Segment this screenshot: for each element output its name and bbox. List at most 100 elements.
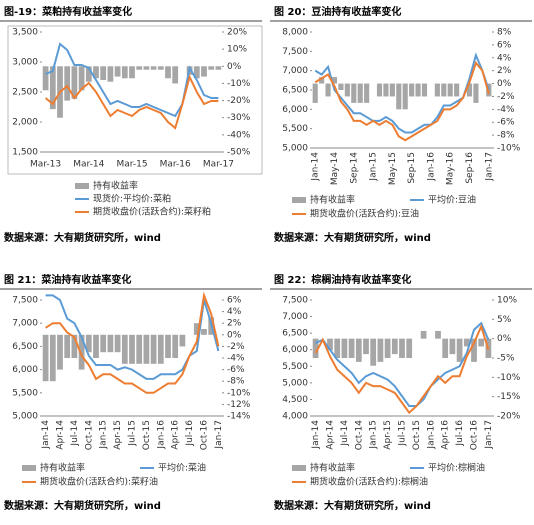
x-tick-label: May-16: [446, 152, 456, 185]
bar: [312, 83, 318, 103]
y-tick-label: 3,000: [12, 58, 38, 68]
bar: [364, 83, 370, 103]
y2-tick-label: -30%: [227, 113, 251, 123]
y2-tick-label: -2%: [227, 342, 245, 352]
bar: [150, 334, 157, 364]
x-tick-label: Jan-16: [426, 420, 436, 450]
y2-tick-label: -50%: [227, 148, 251, 158]
y2-tick-label: -10%: [497, 373, 521, 383]
bar: [136, 334, 143, 364]
bar: [409, 83, 415, 97]
bar: [473, 83, 479, 103]
x-tick-label: Apr-16: [441, 420, 451, 450]
bar: [325, 83, 331, 97]
legend-label: 期货收盘价(活跃合约):豆油: [310, 208, 419, 220]
bar: [338, 83, 344, 90]
bar: [129, 334, 135, 364]
x-tick-label: Apr-15: [383, 420, 393, 450]
source-note: 数据来源：大有期货研究所，wind: [274, 499, 431, 512]
bar: [114, 334, 121, 353]
line-series: [45, 42, 219, 118]
bar: [78, 334, 85, 370]
x-tick-label: Jan-15: [369, 152, 379, 182]
y2-tick-label: 0%: [497, 334, 512, 344]
x-tick-label: May-14: [330, 152, 340, 185]
legend-label: 持有收益率: [310, 194, 355, 206]
bar: [129, 66, 135, 79]
line-series: [44, 74, 219, 130]
legend-label: 平均价:豆油: [428, 194, 476, 206]
bar: [355, 338, 362, 362]
line-series: [45, 291, 220, 394]
y2-tick-label: 0%: [227, 62, 242, 72]
x-tick-label: Jul-15: [398, 420, 408, 447]
x-tick-label: May-15: [388, 152, 398, 185]
chart-panel: 图 21：菜油持有收益率变化 5,000 5,500 6,000 6,500 7,000 7…: [0, 273, 262, 512]
source-note: 数据来源：大有期货研究所，wind: [4, 499, 161, 512]
y2-tick-label: 20%: [227, 28, 247, 38]
x-tick-label: Jul-16: [455, 420, 465, 447]
x-tick-label: Apr-14: [56, 420, 66, 450]
y-tick-label: 8,000: [282, 28, 308, 38]
bar: [466, 83, 473, 97]
x-tick-label: Jan-15: [369, 420, 379, 450]
legend-label: 持有收益率: [310, 462, 355, 474]
bar: [383, 83, 389, 97]
y2-tick-label: 8%: [497, 28, 512, 38]
bar: [165, 334, 171, 358]
y2-tick-label: -12%: [227, 400, 251, 410]
source-note: 数据来源：大有期货研究所，wind: [4, 231, 161, 244]
y-tick-label: 2,000: [12, 118, 38, 128]
y2-tick-label: -15%: [497, 392, 521, 402]
x-tick-label: Oct-16: [470, 420, 480, 451]
bar: [150, 66, 157, 70]
bar: [341, 338, 348, 358]
bar: [348, 338, 355, 358]
y-tick-label: 7,000: [12, 319, 38, 329]
legend-swatch: [22, 465, 36, 471]
y2-tick-label: 2%: [497, 66, 512, 76]
bar: [441, 83, 447, 97]
y-tick-label: 6,000: [282, 105, 308, 115]
y-tick-label: 2,500: [12, 88, 38, 98]
y2-tick-label: 10%: [497, 296, 517, 306]
bar: [179, 334, 186, 347]
y-tick-label: 6,500: [282, 86, 308, 96]
bar: [463, 338, 470, 347]
bar: [331, 77, 338, 84]
y2-tick-label: -5%: [497, 354, 515, 364]
bar: [71, 66, 78, 99]
y2-tick-label: -20%: [497, 412, 521, 422]
y2-tick-label: 4%: [227, 307, 242, 317]
legend-swatch: [292, 197, 306, 203]
y2-tick-label: -2%: [497, 92, 515, 102]
bar: [93, 334, 99, 358]
x-tick-label: Jul-15: [128, 420, 138, 447]
bar: [143, 66, 150, 70]
x-tick-label: Mar-15: [116, 160, 147, 170]
bar: [100, 66, 107, 80]
y2-tick-label: 6%: [227, 296, 242, 306]
bar: [121, 334, 128, 364]
bar: [471, 338, 477, 362]
bar: [334, 338, 341, 358]
x-tick-label: Jul-14: [70, 420, 80, 447]
x-tick-label: Apr-15: [113, 420, 123, 450]
bar: [208, 66, 215, 70]
y-tick-label: 5,500: [282, 124, 308, 134]
bar: [215, 66, 222, 70]
source-note: 数据来源：大有期货研究所，wind: [274, 231, 431, 244]
x-tick-label: Apr-16: [171, 420, 181, 450]
chart-frame: [7, 25, 263, 175]
y2-tick-label: -6%: [227, 365, 245, 375]
bar: [377, 338, 384, 362]
x-tick-label: Jan-17: [214, 420, 224, 450]
y-tick-label: 5,000: [12, 412, 38, 422]
y2-tick-label: 5%: [497, 315, 512, 325]
y2-tick-label: 10%: [227, 45, 247, 55]
y2-tick-label: -14%: [227, 412, 251, 422]
bar: [421, 83, 428, 97]
bar: [344, 83, 350, 97]
line-series: [314, 52, 490, 134]
x-tick-label: Sep-16: [465, 152, 475, 184]
